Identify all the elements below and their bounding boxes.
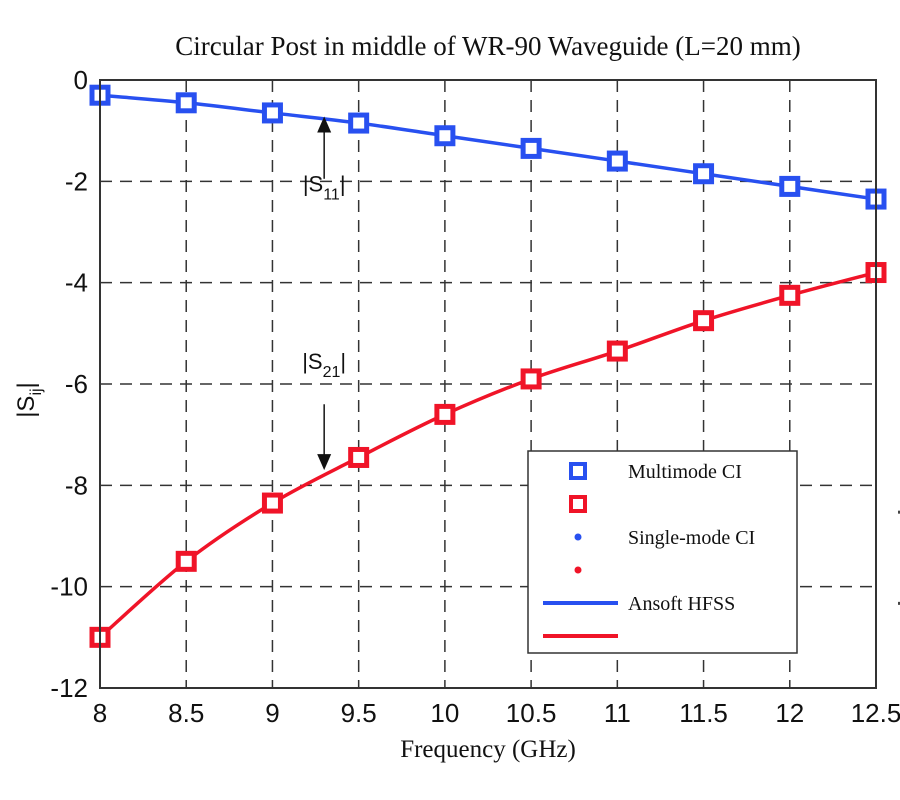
data-point-marker — [779, 175, 801, 197]
legend-marker-square — [569, 462, 587, 480]
legend: Multimode CI Single-mode CI Ansoft HFSS — [527, 450, 798, 654]
x-tick-label: 10 — [430, 698, 459, 728]
legend-marker-dot — [574, 566, 582, 574]
legend-box — [527, 450, 798, 654]
y-tick-label: 0 — [74, 65, 88, 95]
y-tick-label: -4 — [65, 268, 88, 298]
y-axis-label-text: |Sij| — [13, 382, 45, 418]
data-point-marker — [434, 403, 456, 425]
x-tick-label: 11.5 — [679, 698, 728, 728]
annotation-arrow-head — [317, 454, 332, 471]
data-point-marker — [779, 284, 801, 306]
x-tick-label: 8.5 — [168, 698, 204, 728]
data-point-marker — [261, 492, 283, 514]
x-tick-label: 10.5 — [506, 698, 557, 728]
annotation-label-s21: |S21| — [302, 349, 346, 381]
annotation-label-s11: |S11| — [303, 171, 346, 203]
data-point-marker — [348, 446, 370, 468]
y-tick-label: -10 — [50, 572, 88, 602]
data-point-marker — [693, 163, 715, 185]
series-line — [99, 93, 877, 201]
legend-label: Ansoft HFSS — [628, 593, 735, 615]
x-axis-label: Frequency (GHz) — [400, 736, 576, 763]
legend-marker-square — [569, 495, 587, 513]
edge-artifact — [898, 510, 900, 514]
legend-label: Single-mode CI — [628, 527, 755, 549]
data-point-marker — [520, 368, 542, 390]
data-point-marker — [520, 137, 542, 159]
legend-label: Multimode CI — [628, 461, 742, 483]
data-point-marker — [606, 150, 628, 172]
legend-marker-dot — [574, 533, 582, 541]
data-point-marker — [261, 102, 283, 124]
y-tick-label: -12 — [50, 673, 88, 703]
y-tick-label: -6 — [65, 369, 88, 399]
annotation-layer: |S11| |S21| — [302, 116, 346, 471]
x-tick-labels: 8 8.5 9 9.5 10 10.5 11 11.5 12 12.5 — [93, 698, 900, 728]
annotation-arrow-head — [317, 116, 332, 133]
x-tick-label: 12.5 — [851, 698, 900, 728]
x-tick-label: 9.5 — [341, 698, 377, 728]
y-axis-label: |Sij| — [13, 382, 45, 418]
plot-frame — [99, 79, 877, 689]
x-tick-label: 11 — [604, 698, 631, 728]
data-point-marker — [348, 112, 370, 134]
y-tick-labels: 0 -2 -4 -6 -8 -10 -12 — [50, 65, 88, 703]
data-point-marker — [175, 550, 197, 572]
y-tick-label: -2 — [65, 166, 88, 196]
chart-title: Circular Post in middle of WR-90 Wavegui… — [175, 31, 800, 61]
x-tick-label: 9 — [265, 698, 279, 728]
edge-artifact — [898, 601, 900, 605]
data-point-marker — [606, 340, 628, 362]
series-line — [98, 270, 877, 639]
data-point-marker — [693, 310, 715, 332]
x-tick-label: 12 — [775, 698, 804, 728]
x-tick-label: 8 — [93, 698, 107, 728]
data-point-marker — [434, 125, 456, 147]
data-point-marker — [175, 92, 197, 114]
y-tick-label: -8 — [65, 470, 88, 500]
